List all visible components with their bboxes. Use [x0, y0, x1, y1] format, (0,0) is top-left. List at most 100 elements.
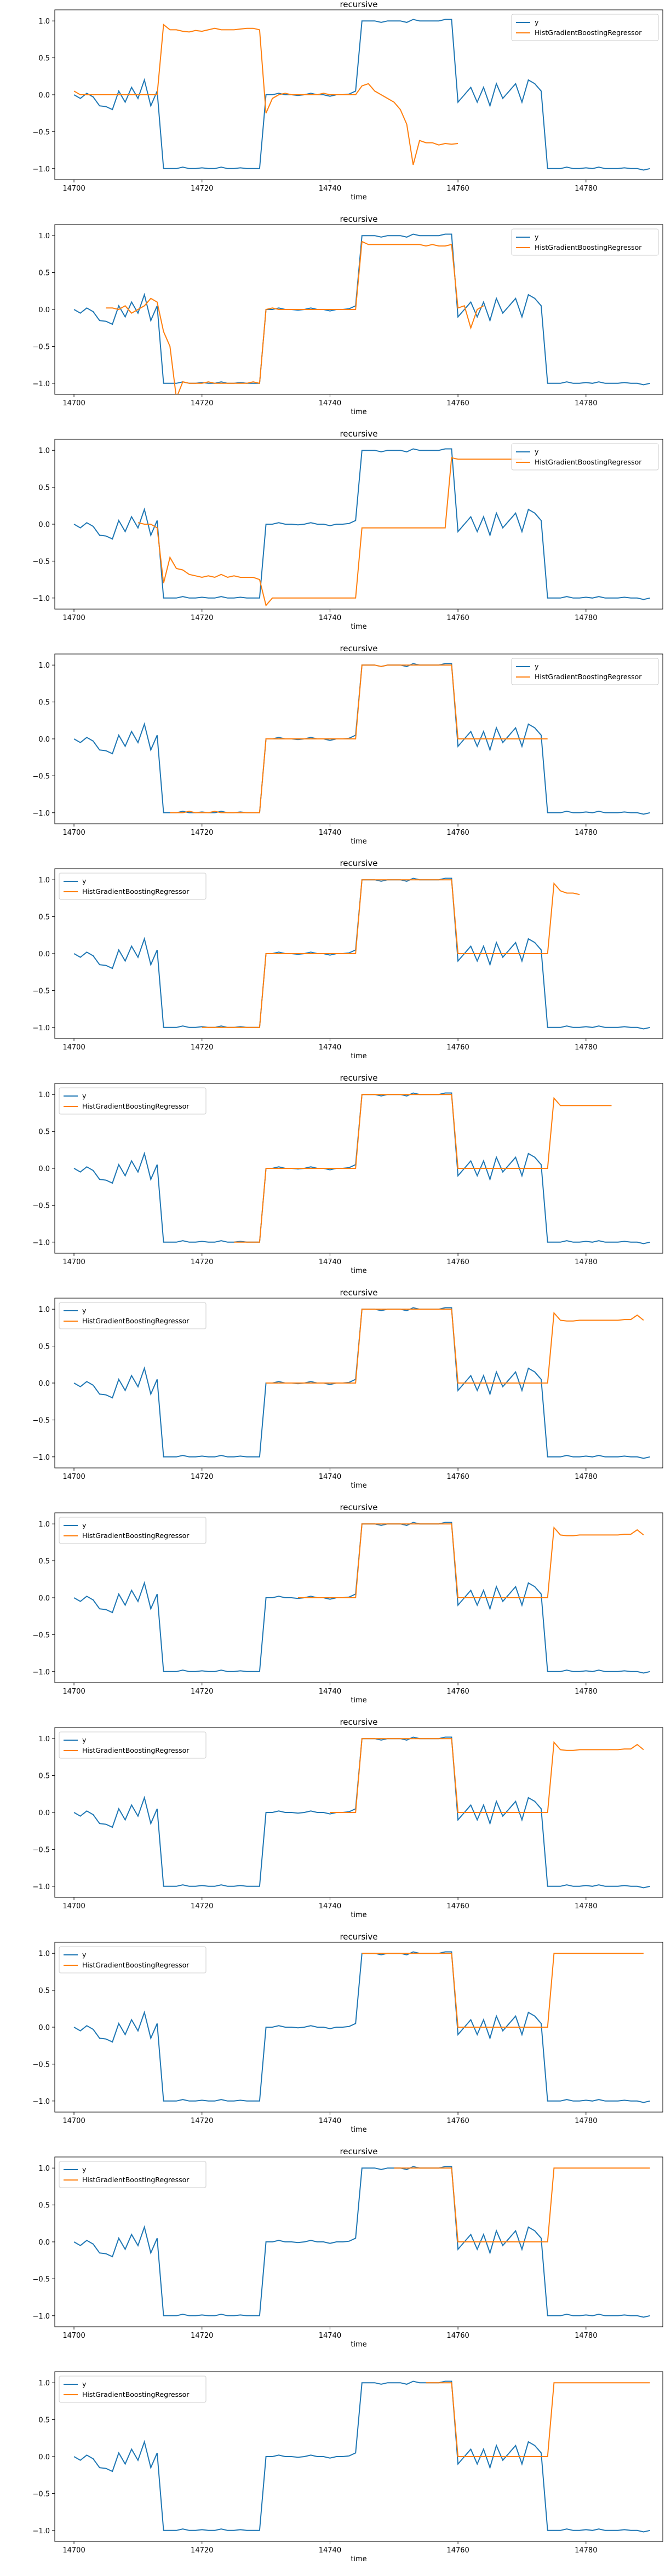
legend-box: [511, 14, 659, 41]
x-tick-label: 14720: [191, 2332, 213, 2340]
y-tick-label: 0.0: [38, 1380, 50, 1388]
legend: y HistGradientBoostingRegressor: [59, 2161, 207, 2188]
chart-4: recursive 14700 14720 14740 14760 14780 time −1…: [32, 644, 663, 846]
chart-3: recursive 14700 14720 14740 14760 14780 time −1…: [32, 429, 663, 631]
series-prediction-line: [170, 664, 548, 813]
y-tick-label: 0.5: [38, 1772, 50, 1781]
y-tick-label: 0.0: [38, 736, 50, 744]
y-tick-label: 0.5: [38, 1343, 50, 1351]
y-tick-label: 0.0: [38, 91, 50, 100]
x-tick-label: 14760: [446, 1902, 469, 1911]
x-tick-label: 14740: [319, 2546, 341, 2555]
series-y-line: [73, 877, 650, 1030]
x-axis-label: time: [351, 1696, 366, 1705]
y-tick-label: −0.5: [32, 128, 50, 136]
legend: y HistGradientBoostingRegressor: [511, 228, 659, 256]
y-tick-label: −0.5: [32, 2490, 50, 2498]
x-tick-label: 14740: [319, 1688, 341, 1696]
series-y-line: [73, 1522, 650, 1674]
x-tick-label: 14760: [446, 1688, 469, 1696]
y-tick-label: 0.0: [38, 1594, 50, 1603]
chart-title: recursive: [340, 0, 377, 9]
x-axis-label: time: [351, 1911, 366, 1919]
legend-entry: y: [82, 2380, 87, 2388]
x-tick-label: 14700: [62, 614, 85, 622]
x-tick-label: 14760: [446, 829, 469, 837]
x-tick-label: 14760: [446, 2546, 469, 2555]
series-prediction-line: [73, 24, 458, 165]
x-tick-label: 14780: [575, 399, 597, 408]
series-prediction-line: [106, 240, 484, 394]
y-tick-label: −0.5: [32, 2061, 50, 2069]
y-tick-label: −1.0: [32, 2313, 50, 2321]
series-y-line: [73, 2166, 650, 2318]
legend: y HistGradientBoostingRegressor: [59, 873, 207, 900]
y-tick-label: 1.0: [38, 2165, 50, 2173]
x-tick-label: 14700: [62, 2117, 85, 2125]
chart-title: recursive: [340, 2147, 377, 2156]
chart-2: recursive 14700 14720 14740 14760 14780 time −1…: [32, 214, 663, 416]
y-tick-label: −1.0: [32, 1883, 50, 1891]
x-axis-label: time: [351, 2126, 366, 2134]
series-prediction-line: [362, 1953, 644, 2028]
legend: y HistGradientBoostingRegressor: [59, 2376, 207, 2403]
x-tick-label: 14740: [319, 399, 341, 408]
x-tick-label: 14700: [62, 1258, 85, 1266]
y-tick-label: 0.0: [38, 1809, 50, 1817]
y-tick-label: −0.5: [32, 772, 50, 781]
legend-box: [59, 1302, 207, 1329]
legend-entry: y: [535, 662, 539, 670]
x-tick-label: 14780: [575, 2117, 597, 2125]
series-y-line: [73, 448, 650, 600]
x-tick-label: 14780: [575, 2546, 597, 2555]
chart-title: recursive: [340, 1288, 377, 1298]
x-tick-label: 14760: [446, 1473, 469, 1481]
chart-title: recursive: [340, 1717, 377, 1727]
legend-entry: y: [82, 2165, 87, 2173]
series-y-line: [73, 1951, 650, 2103]
legend-entry: HistGradientBoostingRegressor: [82, 1746, 190, 1754]
x-tick-label: 14760: [446, 185, 469, 193]
legend-entry: HistGradientBoostingRegressor: [82, 2390, 190, 2399]
x-tick-label: 14720: [191, 2117, 213, 2125]
legend-box: [59, 2376, 207, 2403]
legend-box: [511, 228, 659, 256]
y-tick-label: 0.0: [38, 950, 50, 959]
chart-title: recursive: [340, 858, 377, 868]
x-tick-label: 14760: [446, 2332, 469, 2340]
x-tick-label: 14740: [319, 2332, 341, 2340]
x-tick-label: 14700: [62, 1902, 85, 1911]
series-prediction-line: [426, 2382, 650, 2457]
legend-entry: y: [535, 18, 539, 26]
y-tick-label: −1.0: [32, 2098, 50, 2106]
y-tick-label: 0.0: [38, 1165, 50, 1173]
y-tick-label: −1.0: [32, 595, 50, 603]
chart-title: recursive: [340, 1932, 377, 1942]
x-tick-label: 14700: [62, 399, 85, 408]
x-tick-label: 14720: [191, 2546, 213, 2555]
series-y-line: [73, 1092, 650, 1244]
y-tick-label: −1.0: [32, 1668, 50, 1677]
y-tick-label: 1.0: [38, 18, 50, 26]
y-tick-label: −1.0: [32, 1239, 50, 1247]
x-tick-label: 14720: [191, 1258, 213, 1266]
x-axis-label: time: [351, 193, 366, 202]
legend-entry: HistGradientBoostingRegressor: [82, 1317, 190, 1325]
x-axis-label: time: [351, 1482, 366, 1490]
y-tick-label: −0.5: [32, 1631, 50, 1639]
legend-box: [59, 2161, 207, 2188]
chart-title: recursive: [340, 429, 377, 439]
chart-8: recursive 14700 14720 14740 14760 14780 time −1…: [32, 1502, 663, 1705]
legend-entry: y: [82, 1092, 87, 1100]
legend-entry: HistGradientBoostingRegressor: [535, 673, 642, 681]
y-tick-label: 0.5: [38, 484, 50, 492]
x-tick-label: 14780: [575, 829, 597, 837]
y-tick-label: 0.0: [38, 2024, 50, 2032]
y-tick-label: 1.0: [38, 1091, 50, 1099]
y-tick-label: −1.0: [32, 810, 50, 818]
x-tick-label: 14740: [319, 1902, 341, 1911]
y-tick-label: 0.5: [38, 1987, 50, 1995]
series-prediction-line: [330, 1738, 644, 1813]
x-tick-label: 14720: [191, 1043, 213, 1052]
